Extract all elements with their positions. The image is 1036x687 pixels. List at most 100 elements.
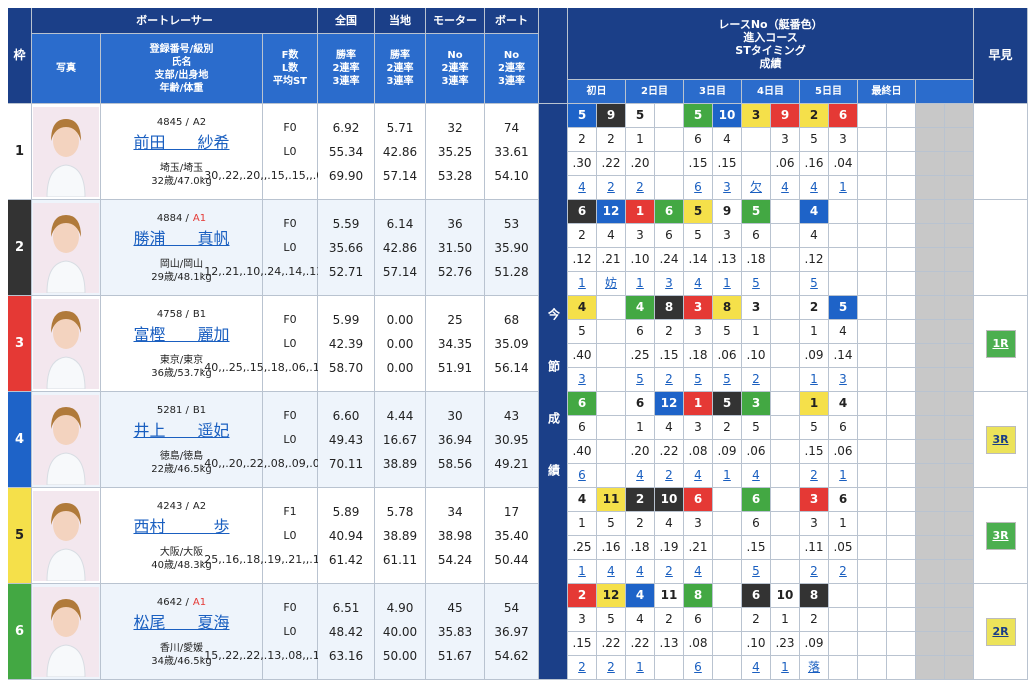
result-cell[interactable]: 4 bbox=[568, 176, 597, 200]
result-cell[interactable]: 1 bbox=[626, 272, 655, 296]
stat-value: 35.83 bbox=[437, 624, 473, 639]
course-cell bbox=[829, 224, 858, 248]
stat-value: 6.51 bbox=[332, 600, 360, 615]
course-cell: 6 bbox=[742, 512, 771, 536]
racer-class: B1 bbox=[192, 404, 207, 416]
result-cell[interactable]: 4 bbox=[684, 464, 713, 488]
racer-name[interactable]: 前田 紗希 bbox=[133, 132, 230, 152]
stat-value: 35.66 bbox=[328, 240, 364, 255]
result-cell[interactable]: 4 bbox=[626, 464, 655, 488]
race-no-cell: 12 bbox=[655, 392, 684, 416]
racer-name[interactable]: 松尾 夏海 bbox=[133, 612, 230, 632]
result-cell[interactable]: 2 bbox=[800, 464, 829, 488]
race-no-cell: 4 bbox=[626, 584, 655, 608]
race-no-cell: 3 bbox=[742, 296, 771, 320]
racer-name[interactable]: 勝浦 真帆 bbox=[133, 228, 230, 248]
result-cell[interactable]: 6 bbox=[568, 464, 597, 488]
result-cell[interactable]: 5 bbox=[800, 272, 829, 296]
header-line: 成績 bbox=[759, 56, 782, 70]
result-cell[interactable]: 1 bbox=[713, 464, 742, 488]
header-line: No bbox=[503, 50, 520, 61]
result-cell[interactable]: 2 bbox=[829, 560, 858, 584]
race-no-cell: 9 bbox=[771, 104, 800, 128]
result-cell[interactable]: 2 bbox=[597, 656, 626, 680]
stat-value: 25 bbox=[447, 312, 463, 327]
motor-stats: 45 35.83 51.67 bbox=[426, 584, 485, 680]
result-cell[interactable]: 2 bbox=[597, 176, 626, 200]
course-cell: 2 bbox=[568, 224, 597, 248]
course-cell: 5 bbox=[684, 224, 713, 248]
quick-badge[interactable]: 3R bbox=[985, 521, 1016, 550]
course-cell: 6 bbox=[684, 128, 713, 152]
result-cell bbox=[713, 656, 742, 680]
st-cell: .40 bbox=[568, 440, 597, 464]
result-cell[interactable]: 5 bbox=[742, 272, 771, 296]
quick-badge[interactable]: 3R bbox=[985, 425, 1016, 454]
frame-number: 6 bbox=[8, 584, 32, 680]
result-cell[interactable]: 1 bbox=[771, 656, 800, 680]
result-cell[interactable]: 3 bbox=[829, 368, 858, 392]
race-no-cell: 6 bbox=[829, 488, 858, 512]
result-cell[interactable]: 2 bbox=[568, 656, 597, 680]
result-cell[interactable]: 4 bbox=[597, 560, 626, 584]
result-cell[interactable]: 1 bbox=[800, 368, 829, 392]
racer-name[interactable]: 西村 歩 bbox=[133, 516, 230, 536]
result-cell[interactable]: 4 bbox=[684, 272, 713, 296]
result-cell[interactable]: 3 bbox=[713, 176, 742, 200]
result-cell[interactable]: 落 bbox=[800, 656, 829, 680]
result-cell[interactable]: 1 bbox=[568, 560, 597, 584]
boat-stats: 54 36.97 54.62 bbox=[485, 584, 539, 680]
result-cell[interactable]: 3 bbox=[655, 272, 684, 296]
result-cell[interactable]: 6 bbox=[684, 656, 713, 680]
result-cell[interactable]: 4 bbox=[684, 560, 713, 584]
result-cell[interactable]: 妨 bbox=[597, 272, 626, 296]
racer-name[interactable]: 富樫 麗加 bbox=[133, 324, 230, 344]
result-cell[interactable]: 2 bbox=[626, 176, 655, 200]
st-cell: .16 bbox=[800, 152, 829, 176]
racer-name[interactable]: 井上 遥妃 bbox=[133, 420, 230, 440]
result-cell bbox=[887, 368, 916, 392]
result-cell[interactable]: 欠 bbox=[742, 176, 771, 200]
blank-cell bbox=[916, 392, 945, 416]
result-cell[interactable]: 1 bbox=[829, 176, 858, 200]
quick-badge[interactable]: 2R bbox=[985, 617, 1016, 646]
st-cell bbox=[597, 440, 626, 464]
result-cell[interactable]: 2 bbox=[655, 368, 684, 392]
result-cell[interactable]: 4 bbox=[626, 560, 655, 584]
quick-badge[interactable]: 1R bbox=[985, 329, 1016, 358]
result-cell[interactable]: 4 bbox=[742, 656, 771, 680]
result-cell[interactable]: 5 bbox=[626, 368, 655, 392]
result-cell[interactable]: 2 bbox=[655, 464, 684, 488]
stat-value: 5.99 bbox=[332, 312, 360, 327]
result-cell bbox=[887, 560, 916, 584]
st-cell: .22 bbox=[597, 152, 626, 176]
result-cell[interactable]: 3 bbox=[568, 368, 597, 392]
result-cell[interactable]: 5 bbox=[684, 368, 713, 392]
result-cell[interactable]: 5 bbox=[713, 368, 742, 392]
result-cell[interactable]: 1 bbox=[713, 272, 742, 296]
result-cell[interactable]: 4 bbox=[742, 464, 771, 488]
race-no-cell: 8 bbox=[800, 584, 829, 608]
result-cell bbox=[713, 560, 742, 584]
result-cell[interactable]: 1 bbox=[568, 272, 597, 296]
result-cell[interactable]: 4 bbox=[800, 176, 829, 200]
result-cell[interactable]: 1 bbox=[829, 464, 858, 488]
stat-value: 30.95 bbox=[494, 432, 529, 447]
result-cell[interactable]: 2 bbox=[800, 560, 829, 584]
course-cell: 2 bbox=[655, 608, 684, 632]
result-cell[interactable]: 6 bbox=[684, 176, 713, 200]
st-cell bbox=[829, 632, 858, 656]
result-cell[interactable]: 1 bbox=[626, 656, 655, 680]
blank-cell bbox=[945, 272, 974, 296]
stat-value: 50.44 bbox=[494, 552, 529, 567]
result-cell[interactable]: 2 bbox=[655, 560, 684, 584]
result-cell[interactable]: 4 bbox=[771, 176, 800, 200]
blank-cell bbox=[916, 656, 945, 680]
result-cell[interactable]: 5 bbox=[742, 560, 771, 584]
result-cell[interactable]: 2 bbox=[742, 368, 771, 392]
blank-cell bbox=[945, 392, 974, 416]
race-no-cell: 4 bbox=[829, 392, 858, 416]
course-cell: 5 bbox=[713, 320, 742, 344]
course-cell bbox=[597, 320, 626, 344]
race-no-cell: 2 bbox=[800, 296, 829, 320]
